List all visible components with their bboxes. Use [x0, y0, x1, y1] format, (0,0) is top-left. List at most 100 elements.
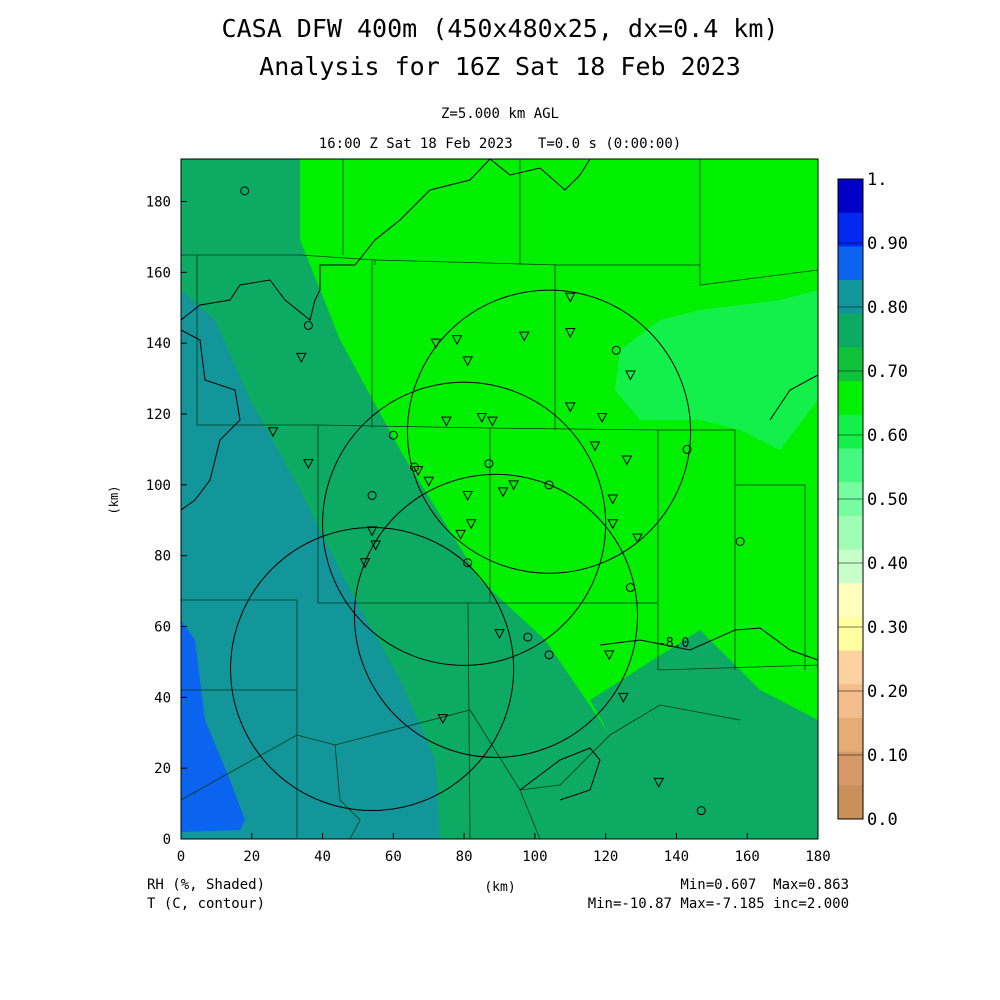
radar-rings: [230, 289, 692, 812]
colorbar-label: 0.90: [867, 234, 908, 254]
colorbar-swatch: [838, 448, 863, 483]
station-circle: [735, 537, 745, 546]
rh-band-090-100: [181, 620, 245, 832]
colorbar-label: 0.40: [867, 554, 908, 574]
station-triangle: [497, 487, 509, 498]
station-triangle: [267, 427, 279, 438]
x-tick-label: 100: [522, 849, 547, 865]
footer-contour-range: Min=-10.87 Max=-7.185 inc=2.000: [587, 896, 849, 912]
station-circle: [544, 650, 554, 660]
rh-field: [181, 159, 818, 839]
colorbar-swatch: [838, 549, 863, 584]
station-triangle: [564, 292, 576, 303]
contour-minus-8-fragment: [519, 747, 601, 801]
station-circle: [544, 480, 554, 490]
station-circle: [696, 806, 706, 816]
station-triangle: [589, 441, 601, 452]
radar-ring: [406, 289, 692, 574]
station-triangle: [462, 490, 473, 502]
footer-shaded-field: RH (%, Shaded): [147, 877, 266, 893]
colorbar-label: 0.70: [867, 362, 908, 382]
y-tick-label: 160: [146, 265, 171, 281]
y-tick-label: 140: [146, 336, 171, 352]
station-triangle: [476, 413, 488, 424]
colorbar-swatch: [838, 515, 863, 551]
colorbar-swatch: [838, 179, 863, 214]
station-triangle: [564, 402, 576, 413]
y-tick-label: 40: [154, 690, 171, 706]
colorbar-swatch: [838, 751, 863, 786]
colorbar-swatch: [838, 313, 863, 348]
contour-minus-10-west: [181, 159, 491, 321]
rh-band-070-080-lobe: [590, 630, 818, 839]
radar-ring: [353, 473, 639, 758]
colorbar-label: 0.20: [867, 682, 908, 702]
station-triangle: [462, 356, 473, 367]
colorbar-label: 0.0: [867, 810, 898, 830]
y-tick-label: 60: [154, 620, 171, 636]
rh-band-080-090: [181, 290, 440, 839]
x-tick-label: 120: [593, 849, 618, 865]
station-triangle: [607, 519, 619, 530]
radar-ring: [322, 381, 607, 666]
y-tick-label: 100: [146, 478, 171, 494]
station-triangle: [621, 455, 633, 466]
station-triangle: [441, 416, 452, 427]
rh-band-060-lighter: [615, 290, 818, 450]
station-triangle: [359, 558, 371, 569]
station-circle: [367, 490, 377, 500]
footer-shaded-range: Min=0.607 Max=0.863: [680, 877, 849, 893]
station-triangle: [437, 714, 449, 725]
rh-band-060-070-patch: [760, 460, 818, 580]
y-axis-label: (km): [107, 486, 121, 515]
colorbar-swatch: [838, 583, 863, 618]
county-boundaries: [181, 159, 818, 839]
station-circle: [625, 583, 635, 593]
station-circle: [523, 632, 533, 642]
contour-minus-8-southeast: [599, 627, 818, 661]
x-tick-label: 60: [385, 849, 402, 865]
contour-minus-10-loop: [181, 329, 241, 511]
station-triangle: [494, 629, 505, 640]
radar-ring: [230, 526, 515, 812]
station-triangle: [618, 692, 629, 703]
plot-title: CASA DFW 400m (450x480x25, dx=0.4 km): [221, 14, 779, 43]
colorbar-swatch: [838, 212, 863, 247]
colorbar-label: 0.30: [867, 618, 908, 638]
x-tick-label: 160: [735, 849, 760, 865]
station-triangle: [455, 529, 466, 540]
station-triangle: [603, 650, 615, 661]
colorbar-swatch: [838, 381, 863, 416]
station-circle: [303, 320, 313, 330]
plot-frame: [180, 158, 819, 840]
station-triangle: [465, 519, 477, 530]
station-triangle: [607, 494, 619, 505]
colorbar-swatch: [838, 684, 863, 719]
x-axis-label: (km): [484, 880, 515, 895]
station-triangle: [295, 352, 307, 363]
station-triangle: [487, 416, 498, 427]
y-axis: 0 20 40 60 80 100 120 140 160 180: [146, 195, 187, 848]
station-triangle: [451, 335, 463, 346]
station-triangle: [423, 476, 435, 487]
contour-label: -8.0: [658, 636, 689, 651]
y-tick-label: 120: [146, 407, 171, 423]
station-markers: [240, 186, 745, 816]
y-tick-label: 0: [163, 832, 171, 848]
x-tick-label: 180: [805, 849, 830, 865]
colorbar-label: 1.: [867, 170, 887, 190]
colorbar-label: 0.50: [867, 490, 908, 510]
station-circle: [240, 186, 250, 196]
colorbar-swatch: [838, 785, 863, 820]
colorbar-swatch: [838, 650, 863, 685]
station-triangle: [518, 331, 530, 342]
station-triangle: [625, 370, 636, 381]
colorbar-swatch: [838, 246, 863, 281]
contour-minus-8-north: [489, 159, 591, 191]
station-circle: [611, 345, 621, 355]
plot-subtitle: Analysis for 16Z Sat 18 Feb 2023: [259, 52, 741, 81]
station-triangle: [508, 480, 519, 491]
station-circle: [463, 558, 473, 568]
time-label: 16:00 Z Sat 18 Feb 2023 T=0.0 s (0:00:00…: [318, 136, 682, 152]
